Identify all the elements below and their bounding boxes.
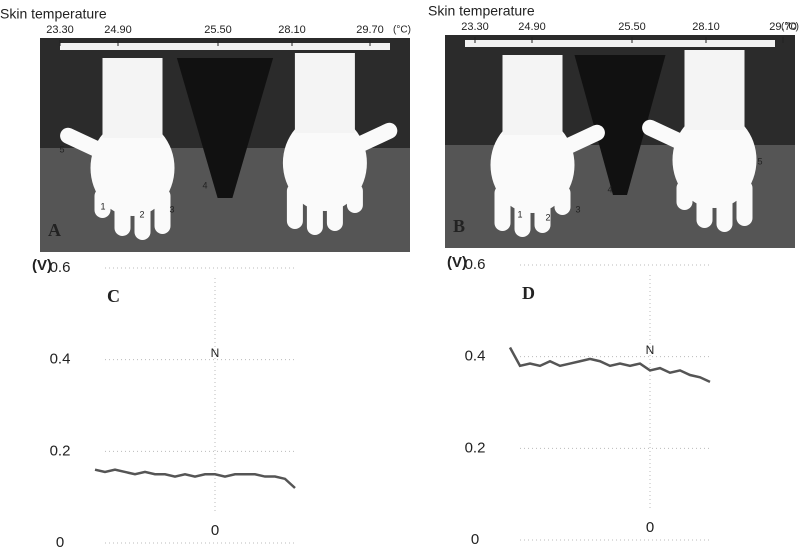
scale-unit: (°C) [393, 25, 411, 36]
y-tick-label: 0 [471, 531, 479, 548]
finger [676, 180, 693, 210]
hands [60, 53, 398, 240]
y-axis-label: (V) [32, 257, 52, 274]
panel-title: Skin temperature [0, 6, 107, 22]
x-tick-label: 0 [211, 522, 219, 539]
finger [554, 185, 571, 215]
hands [490, 50, 757, 237]
y-tick-label: 0.6 [465, 256, 486, 273]
finger [346, 183, 363, 213]
annotation: N [211, 346, 220, 360]
scale-tick-label: 28.10 [692, 21, 720, 33]
panel-label: B [453, 216, 465, 236]
finger [716, 180, 733, 232]
palm [490, 117, 575, 213]
thumb [60, 127, 107, 159]
finger-number: 4 [607, 184, 612, 194]
panel-label: A [48, 220, 61, 240]
palm [672, 112, 757, 208]
scale-tick-label: 29.70 [356, 24, 384, 36]
finger-number: 5 [59, 144, 64, 154]
body-region [574, 55, 666, 195]
scale-tick-label: 28.10 [278, 24, 306, 36]
finger-number: 3 [575, 204, 580, 214]
y-tick-label: 0.2 [50, 442, 71, 459]
finger-number: 1 [517, 209, 522, 219]
finger-number: 1 [100, 201, 105, 211]
data-line [94, 468, 296, 489]
wrist [502, 55, 563, 135]
finger-number: 2 [545, 212, 550, 222]
wrist [102, 58, 163, 138]
panel-title: Skin temperature [428, 3, 535, 19]
y-axis-label: (V) [447, 254, 467, 271]
finger [134, 188, 151, 240]
scale-bar [465, 40, 775, 47]
scale-tick-label: 23.30 [46, 24, 74, 36]
finger-number: 4 [202, 180, 207, 190]
finger [306, 183, 323, 235]
x-tick-label: 0 [646, 519, 654, 536]
palm [90, 120, 175, 216]
finger [286, 183, 303, 229]
data-line [508, 346, 711, 384]
y-tick-label: 0.6 [50, 259, 71, 276]
scale-unit: (°C) [781, 22, 799, 33]
y-tick-label: 0.4 [50, 351, 71, 368]
wrist [684, 50, 745, 130]
y-tick-label: 0.2 [465, 439, 486, 456]
scale-tick-label: 25.50 [204, 24, 232, 36]
scale-tick-label: 29.70 [769, 21, 797, 33]
panel-label: C [107, 286, 120, 306]
y-tick-label: 0.4 [465, 348, 486, 365]
finger [114, 188, 131, 236]
finger [514, 185, 531, 237]
wrist [294, 53, 355, 133]
body-region [176, 58, 274, 198]
y-tick-label: 0 [56, 534, 64, 551]
panel-label: D [522, 283, 535, 303]
scale-tick-label: 24.90 [518, 21, 546, 33]
finger [154, 188, 171, 234]
annotation: N [646, 343, 655, 357]
finger [534, 185, 551, 233]
finger [696, 180, 713, 228]
scale-tick-label: 24.90 [104, 24, 132, 36]
palm [282, 115, 367, 211]
thumb [558, 124, 605, 156]
thumb [642, 119, 689, 151]
finger-number: 3 [169, 204, 174, 214]
finger [736, 180, 753, 226]
finger [326, 183, 343, 231]
finger-number: 5 [757, 156, 762, 166]
scale-tick-label: 25.50 [618, 21, 646, 33]
scale-bar [60, 43, 390, 50]
scale-tick-label: 23.30 [461, 21, 489, 33]
finger [494, 185, 511, 231]
finger [94, 188, 111, 218]
finger-number: 2 [139, 209, 144, 219]
thumb [350, 122, 398, 154]
